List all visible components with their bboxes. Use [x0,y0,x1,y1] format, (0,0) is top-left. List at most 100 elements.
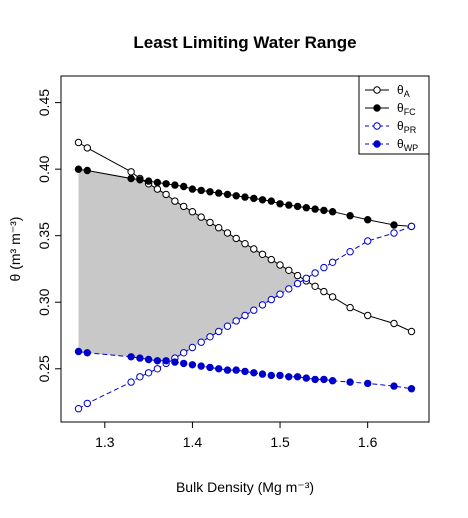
point-fc [162,180,170,188]
point-a [74,138,83,147]
point-a [197,213,205,221]
point-fc [267,197,275,205]
y-tick-label: 0.40 [36,155,52,182]
point-a [162,190,170,199]
point-wp [293,373,302,381]
point-fc [206,188,214,196]
point-a [285,266,293,274]
y-tick-label: 0.45 [36,89,52,116]
point-fc [276,200,284,208]
point-wp [232,366,240,374]
point-pr [250,306,258,314]
series-fc [74,165,416,231]
point-wp [197,362,205,370]
y-axis: 0.25 0.30 0.35 0.40 0.45 [36,89,61,382]
point-wp [83,349,92,357]
point-a [127,168,135,176]
x-axis: 1.3 1.4 1.5 1.6 [95,422,378,450]
point-wp [258,370,267,378]
point-a [267,255,275,264]
series-layer [74,138,416,413]
plot-frame [60,75,430,423]
point-wp [162,357,170,365]
point-fc [127,174,135,183]
point-pr [267,295,275,304]
point-fc [311,205,319,213]
point-wp [171,358,179,366]
point-a [328,293,337,301]
point-fc [320,206,328,215]
point-fc [188,185,197,193]
point-wp [390,382,398,390]
point-wp [285,373,293,381]
point-pr [223,322,232,330]
point-pr [328,258,337,266]
point-fc [328,208,337,216]
point-fc [250,194,258,203]
point-wp [188,361,197,369]
point-a [311,282,319,290]
point-pr [136,373,144,381]
point-a [215,224,223,232]
point-a [188,208,197,216]
point-a [171,197,179,205]
point-a [258,250,267,259]
point-pr [258,301,267,309]
point-fc [136,176,144,184]
point-pr [285,285,293,293]
point-wp [250,369,258,377]
series-pr [74,222,416,413]
point-a [206,218,214,227]
point-wp [206,363,214,372]
point-wp [276,371,284,380]
point-fc [285,201,293,209]
point-fc [258,196,267,204]
point-fc [223,190,232,199]
point-wp [136,354,144,362]
point-wp [74,347,83,356]
point-pr [232,317,240,325]
y-tick-label: 0.25 [36,355,52,382]
point-fc [390,221,398,229]
point-wp [127,353,135,361]
point-a [276,261,284,269]
point-pr [407,222,416,231]
point-fc [364,216,372,224]
point-fc [241,193,249,201]
point-wp [153,357,162,365]
x-tick-label: 1.3 [95,434,115,450]
point-wp [215,365,223,373]
point-wp [311,375,319,384]
point-pr [302,274,310,282]
point-pr [83,399,92,408]
point-fc [293,202,302,211]
point-pr [241,311,249,320]
point-a [241,240,249,248]
point-wp [180,359,188,368]
point-pr [127,378,135,386]
series-line-pr [78,225,412,410]
point-pr [364,237,372,245]
point-fc [302,204,310,212]
point-fc [83,166,92,175]
x-axis-title: Bulk Density (Mg m⁻³) [176,479,314,495]
point-wp [328,377,337,385]
y-tick-label: 0.35 [36,222,52,249]
point-fc [144,177,153,185]
point-pr [144,369,153,377]
point-wp [223,366,232,374]
point-wp [241,367,249,376]
point-wp [144,355,153,364]
point-a [223,229,232,237]
point-wp [346,378,354,386]
point-a [346,303,354,312]
legend-box [358,75,430,155]
point-fc [153,178,162,187]
point-a [232,234,240,243]
series-wp [74,347,416,393]
point-a [153,185,162,193]
point-pr [293,279,302,288]
point-a [83,144,92,152]
